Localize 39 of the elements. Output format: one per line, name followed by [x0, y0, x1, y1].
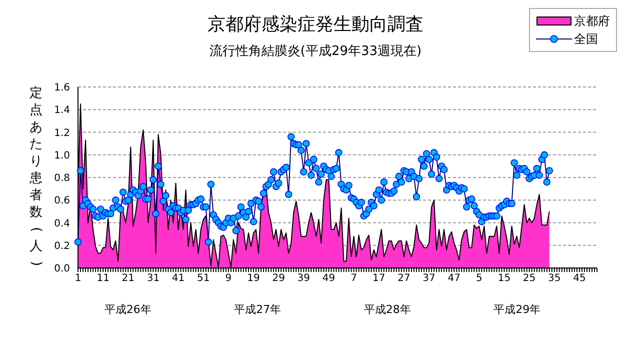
x-tick-label: 11	[96, 273, 110, 284]
x-tick-label: 19	[247, 273, 260, 284]
y-tick-label: 0.6	[54, 196, 70, 207]
x-tick-label: 47	[448, 273, 460, 284]
x-tick-label: 27	[398, 273, 410, 284]
x-tick-label: 5	[476, 273, 482, 284]
x-tick-label: 39	[297, 273, 310, 284]
text: 平成26年	[104, 303, 152, 316]
y-tick-label: 0.2	[54, 240, 70, 252]
x-tick-label: 15	[498, 273, 511, 284]
x-tick-label: 25	[522, 273, 536, 284]
chart-title: 京都府感染症発生動向調査	[208, 14, 424, 35]
x-tick-label: 7	[350, 273, 357, 284]
legend-label: 京都府	[574, 14, 610, 28]
x-tick-label: 17	[372, 273, 386, 284]
x-tick-label: 49	[322, 273, 336, 284]
y-tick-label: 0.8	[54, 173, 70, 184]
x-tick-label: 1	[74, 273, 82, 284]
x-tick-label: 29	[272, 273, 285, 284]
x-tick-label: 45	[573, 273, 586, 284]
text: 定点あたり患者数(人)	[28, 86, 44, 266]
y-tick-label: 0.0	[54, 264, 70, 275]
x-tick-label: 21	[122, 273, 135, 284]
y-tick-label: 1.0	[54, 150, 70, 162]
x-tick-label: 41	[172, 273, 185, 284]
x-tick-label: 51	[196, 273, 210, 284]
legend-label: 全国	[574, 32, 598, 46]
text: 平成29年	[494, 303, 541, 316]
x-tick-label: 37	[422, 273, 436, 284]
y-tick-label: 1.4	[54, 105, 70, 116]
x-tick-label: 35	[548, 273, 561, 284]
x-tick-label: 9	[225, 273, 232, 284]
text: 平成27年	[234, 303, 282, 316]
chart-subtitle: 流行性角結膜炎(平成29年33週現在)	[209, 44, 422, 59]
text: 平成28年	[364, 303, 411, 316]
y-tick-label: 1.2	[54, 128, 70, 139]
x-tick-label: 31	[146, 273, 160, 284]
y-tick-label: 1.6	[54, 82, 70, 94]
y-tick-label: 0.4	[54, 218, 70, 230]
